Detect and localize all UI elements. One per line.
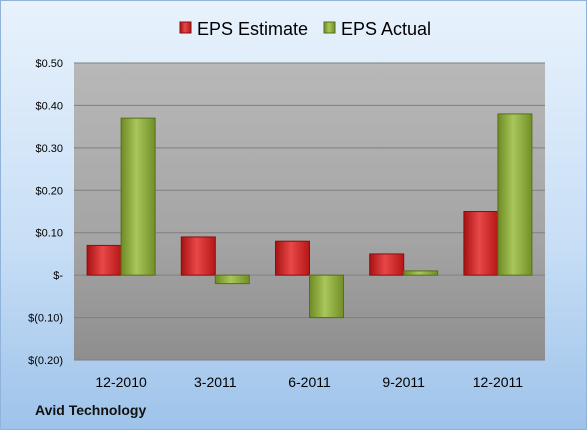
y-tick-label: $0.40	[35, 100, 63, 112]
bar-eps-actual	[497, 113, 533, 276]
y-tick-label: $0.30	[35, 143, 63, 155]
bar-eps-estimate	[369, 253, 405, 276]
y-tick-label: $0.50	[35, 58, 63, 70]
bar-eps-estimate	[86, 244, 122, 276]
legend-swatch-eps-estimate	[179, 21, 192, 34]
x-category-label: 6-2011	[288, 374, 331, 390]
bar-eps-actual	[309, 274, 344, 319]
bar-eps-actual	[120, 117, 156, 276]
legend-label-eps-actual: EPS Actual	[341, 19, 431, 39]
bar-eps-estimate	[463, 211, 499, 276]
legend-label-eps-estimate: EPS Estimate	[197, 19, 308, 39]
y-tick-label: $0.20	[35, 185, 63, 197]
x-category-label: 12-2011	[473, 374, 524, 390]
x-axis-labels: 12-2010 3-2011 6-2011 9-2011 12-2011	[95, 374, 523, 390]
bar-eps-estimate	[180, 236, 216, 276]
bar-eps-actual	[403, 270, 439, 276]
y-tick-label: $0.10	[35, 228, 63, 240]
y-tick-label: $-	[53, 270, 63, 282]
y-tick-label: $(0.10)	[28, 313, 63, 325]
bars	[86, 113, 533, 319]
x-category-label: 12-2010	[95, 374, 147, 390]
bar-eps-actual	[214, 274, 250, 285]
legend-swatch-eps-actual	[323, 21, 336, 34]
x-category-label: 3-2011	[194, 374, 237, 390]
y-tick-label: $(0.20)	[28, 355, 63, 367]
legend: EPS Estimate EPS Actual	[179, 19, 431, 39]
y-axis-labels: $0.50 $0.40 $0.30 $0.20 $0.10 $- $(0.10) $(0.20…	[28, 58, 63, 367]
bar-eps-estimate	[275, 240, 310, 276]
x-category-label: 9-2011	[382, 374, 425, 390]
company-name: Avid Technology	[35, 402, 147, 418]
